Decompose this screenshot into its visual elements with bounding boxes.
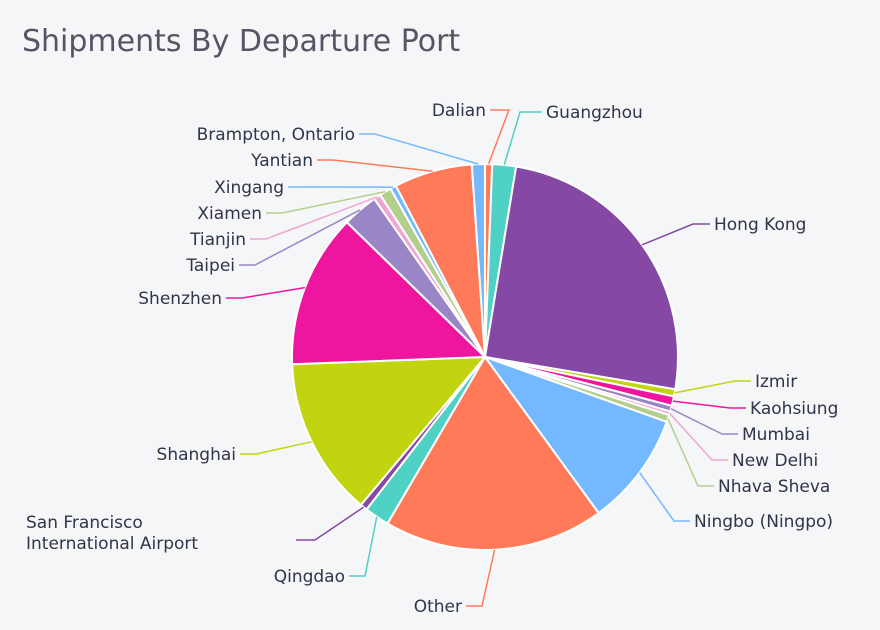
pie-slice-other[interactable]	[386, 355, 601, 551]
slice-label-xingang: Xingang	[214, 178, 284, 198]
leader-line-brampton-ontario	[359, 133, 479, 165]
pie-slice-hong-kong[interactable]	[483, 165, 679, 391]
leader-line-hong-kong	[641, 223, 710, 246]
pie-slice-shanghai[interactable]	[291, 355, 488, 507]
slice-label-kaohsiung: Kaohsiung	[750, 399, 838, 419]
slice-label-new-delhi: New Delhi	[732, 451, 818, 471]
slice-label-qingdao: Qingdao	[274, 567, 345, 587]
pie-labels: Dalian Guangzhou Hong Kong Izmir Kaohsiung Mu…	[26, 101, 838, 617]
slice-label-guangzhou: Guangzhou	[546, 103, 643, 123]
leader-line-qingdao	[349, 516, 378, 577]
leader-line-nhava-sheva	[667, 418, 714, 487]
slice-label-mumbai: Mumbai	[742, 425, 810, 445]
leader-line-mumbai	[670, 408, 738, 435]
slice-label-taipei: Taipei	[185, 256, 235, 276]
slice-label-tianjin: Tianjin	[189, 230, 246, 250]
slice-label-brampton-ontario: Brampton, Ontario	[197, 125, 355, 145]
slice-label-nhava-sheva: Nhava Sheva	[718, 477, 830, 497]
pie-slices	[291, 162, 679, 551]
pie-slice-shenzhen[interactable]	[291, 220, 488, 366]
leader-line-xiamen	[266, 190, 386, 214]
slice-label-yantian: Yantian	[250, 151, 313, 171]
chart-title: Shipments By Departure Port	[22, 24, 461, 59]
leader-line-taipei	[239, 209, 361, 266]
leader-line-guangzhou	[503, 111, 542, 166]
leader-line-yantian	[317, 159, 433, 172]
pie-slice-ningbo-ningpo[interactable]	[482, 354, 669, 515]
slice-label-shenzhen: Shenzhen	[138, 289, 222, 309]
slice-label-izmir: Izmir	[755, 372, 797, 392]
leader-line-tianjin	[250, 196, 378, 240]
slice-label-san-francisco-international-airport: San Francisco International Airport	[26, 513, 198, 554]
slice-label-dalian: Dalian	[432, 101, 486, 121]
leader-line-shenzhen	[226, 286, 306, 299]
slice-label-hong-kong: Hong Kong	[714, 215, 806, 235]
leader-line-ningbo-ningpo	[638, 472, 690, 522]
slice-label-shanghai: Shanghai	[157, 445, 236, 465]
leader-line-dalian	[487, 109, 511, 165]
slice-label-other: Other	[414, 597, 462, 617]
leader-line-new-delhi	[669, 412, 728, 461]
slice-label-xiamen: Xiamen	[197, 204, 262, 224]
leader-line-kaohsiung	[672, 400, 746, 409]
leader-line-san-francisco-international-airport	[296, 506, 365, 541]
leader-line-izmir	[674, 380, 751, 394]
slice-label-ningbo-ningpo: Ningbo (Ningpo)	[694, 512, 833, 532]
leader-line-shanghai	[240, 441, 312, 455]
leader-line-other	[466, 549, 496, 607]
